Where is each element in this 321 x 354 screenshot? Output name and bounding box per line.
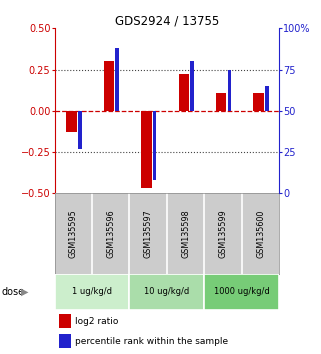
Text: GSM135598: GSM135598 (181, 209, 190, 258)
Bar (115, 48, 119, 111)
Bar (55, 274, 129, 310)
Bar (78, 111, 82, 149)
Text: GSM135596: GSM135596 (106, 209, 115, 258)
Text: GSM135600: GSM135600 (256, 209, 265, 257)
Bar (190, 61, 194, 111)
Bar (129, 274, 204, 310)
Title: GDS2924 / 13755: GDS2924 / 13755 (115, 14, 219, 27)
Text: 1 ug/kg/d: 1 ug/kg/d (72, 287, 112, 296)
Text: GSM135595: GSM135595 (69, 209, 78, 258)
Bar (254, 92, 264, 111)
Text: GSM135597: GSM135597 (144, 209, 153, 258)
Bar (228, 69, 231, 111)
Bar (59, 314, 71, 328)
Text: 10 ug/kg/d: 10 ug/kg/d (144, 287, 189, 296)
Text: log2 ratio: log2 ratio (75, 316, 118, 326)
Bar (204, 274, 279, 310)
Text: 1000 ug/kg/d: 1000 ug/kg/d (214, 287, 270, 296)
Bar (216, 92, 226, 111)
Text: percentile rank within the sample: percentile rank within the sample (75, 337, 228, 346)
Bar (153, 111, 156, 180)
Bar (66, 111, 77, 132)
Bar (104, 61, 114, 111)
Bar (178, 74, 189, 111)
Bar (141, 111, 152, 188)
Bar (59, 334, 71, 348)
Text: dose: dose (2, 287, 25, 297)
Text: ▶: ▶ (21, 287, 28, 297)
Text: GSM135599: GSM135599 (219, 209, 228, 258)
Bar (265, 86, 269, 111)
